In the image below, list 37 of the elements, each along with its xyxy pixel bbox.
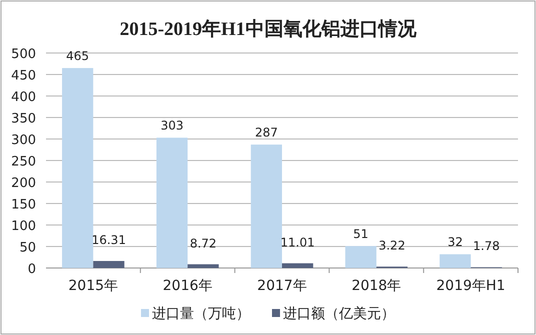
data-label: 16.31 <box>92 232 126 247</box>
y-tick-label: 150 <box>11 198 36 212</box>
legend-label: 进口额（亿美元） <box>283 306 395 322</box>
data-label: 1.78 <box>473 239 500 254</box>
y-tick-label: 500 <box>11 47 36 62</box>
data-label: 8.72 <box>190 236 217 250</box>
bar <box>62 68 94 268</box>
y-tick-label: 450 <box>11 68 36 84</box>
y-tick-label: 200 <box>11 176 36 191</box>
x-tick-label: 2016年 <box>162 278 212 294</box>
y-tick-label: 400 <box>11 90 36 105</box>
x-tick-label: 2018年 <box>352 278 402 294</box>
x-tick-label: 2019年H1 <box>436 278 506 294</box>
bar <box>188 264 219 268</box>
x-tick-label: 2015年 <box>68 278 118 294</box>
data-label: 3.22 <box>378 238 406 253</box>
bar <box>282 263 314 268</box>
data-label: 303 <box>160 118 184 133</box>
y-tick-label: 300 <box>11 133 36 148</box>
bar <box>93 260 124 268</box>
bar <box>250 144 282 268</box>
bar <box>345 246 376 268</box>
y-tick-label: 250 <box>11 154 36 170</box>
data-label: 287 <box>254 126 278 140</box>
bar <box>440 254 471 268</box>
y-tick-label: 50 <box>19 240 36 256</box>
bar <box>156 138 188 268</box>
y-tick-label: 100 <box>11 219 36 234</box>
data-label: 51 <box>353 227 368 242</box>
data-label: 11.01 <box>280 235 315 250</box>
y-tick-label: 350 <box>11 112 36 126</box>
data-label: 32 <box>448 235 463 250</box>
x-tick-label: 2017年 <box>257 278 307 294</box>
chart-title: 2015-2019年H1中国氧化铝进口情况 <box>120 18 418 40</box>
data-label: 465 <box>66 49 90 64</box>
legend-label: 进口量（万吨） <box>152 306 250 322</box>
y-tick-label: 0 <box>28 262 36 277</box>
